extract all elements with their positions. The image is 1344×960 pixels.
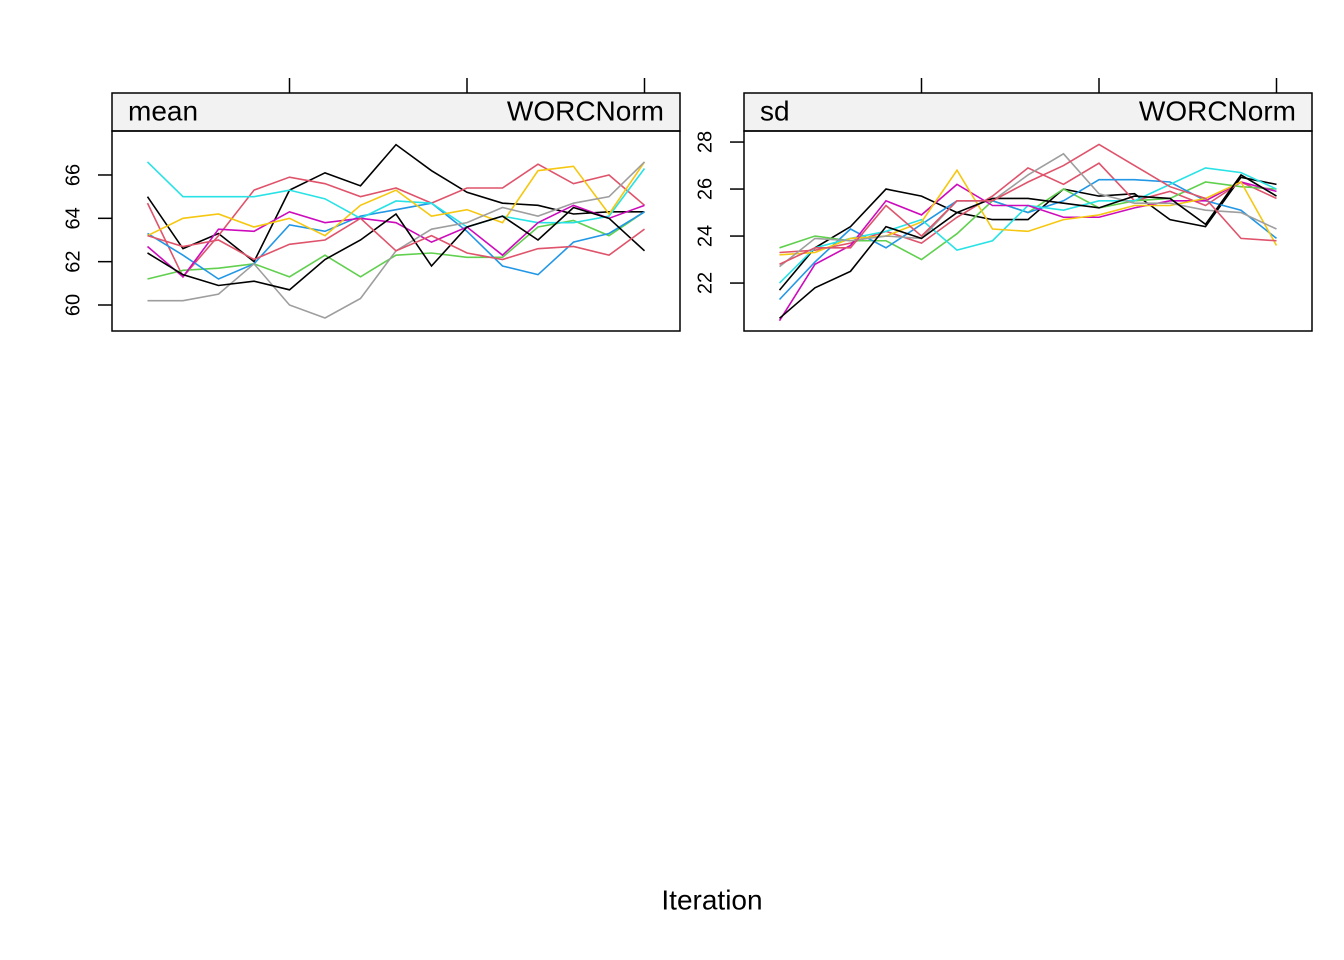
series-line <box>147 161 646 319</box>
series-line <box>147 202 645 280</box>
series-line <box>778 176 1277 291</box>
series-line <box>779 162 1277 254</box>
series-line <box>146 204 645 278</box>
panel-title: mean <box>128 95 198 126</box>
y-tick-label: 62 <box>62 251 84 273</box>
series-line <box>778 181 1277 322</box>
y-tick-label: 26 <box>694 178 716 200</box>
series-line <box>779 143 1277 265</box>
series-line <box>778 173 1277 319</box>
series-line <box>146 163 646 279</box>
y-tick-label: 22 <box>694 272 716 294</box>
panel-subtitle: WORCNorm <box>507 95 664 126</box>
y-tick-label: 60 <box>62 294 84 316</box>
series-line <box>146 143 645 263</box>
strip <box>111 92 681 132</box>
series-line <box>779 152 1277 268</box>
plot-frame <box>743 130 1313 332</box>
series-line <box>779 168 1278 256</box>
y-tick-label: 24 <box>694 225 716 247</box>
panel-subtitle: WORCNorm <box>1139 95 1296 126</box>
panel-title: sd <box>760 95 790 126</box>
y-tick-label: 64 <box>62 207 84 229</box>
y-tick-label: 66 <box>62 164 84 186</box>
x-axis-label: Iteration <box>661 884 762 915</box>
strip <box>743 92 1313 132</box>
series-line <box>147 206 646 291</box>
series-line <box>147 161 646 237</box>
y-tick-label: 28 <box>694 131 716 153</box>
plot-frame <box>111 130 681 332</box>
series-line <box>147 217 645 261</box>
series-line <box>146 161 646 228</box>
